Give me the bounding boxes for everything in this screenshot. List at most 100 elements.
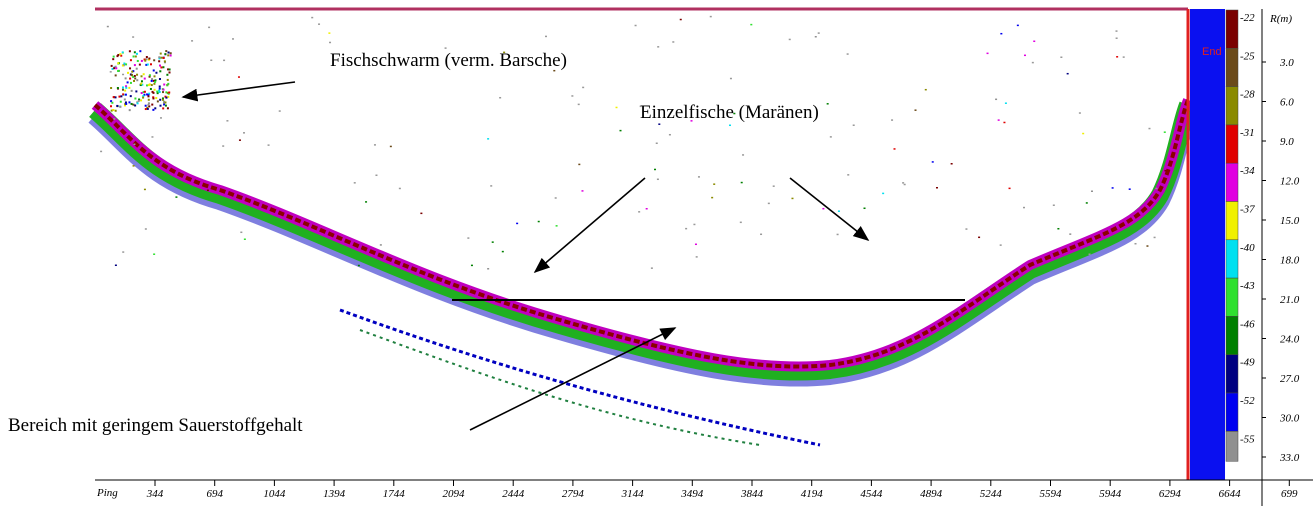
arrow xyxy=(789,177,870,241)
annotation: Fischschwarm (verm. Barsche) xyxy=(330,50,567,71)
echo-dot xyxy=(132,75,135,78)
depth-tick-label: 9.0 xyxy=(1280,136,1294,148)
echo-dot xyxy=(206,189,209,192)
x-tick-label: 5594 xyxy=(1040,488,1063,500)
echo-dot xyxy=(125,86,128,89)
echo-dot xyxy=(639,105,642,108)
echo-dot xyxy=(713,183,716,185)
echo-dot xyxy=(152,97,155,100)
echo-dot xyxy=(132,165,135,167)
color-scale-swatch xyxy=(1225,316,1239,355)
echo-dot xyxy=(693,223,696,226)
echo-dot xyxy=(444,47,447,49)
echo-dot xyxy=(243,132,246,134)
echo-dot xyxy=(164,53,167,56)
echo-dot xyxy=(891,119,894,121)
echo-dot xyxy=(150,84,153,87)
echo-dot xyxy=(555,225,558,227)
echo-dot xyxy=(110,100,113,103)
echo-dot xyxy=(814,35,817,38)
color-scale-swatch xyxy=(1225,48,1239,87)
echo-dot xyxy=(728,124,731,127)
echo-dot xyxy=(137,99,140,102)
echo-dot xyxy=(140,80,143,83)
echo-dot xyxy=(166,84,169,87)
echo-dot xyxy=(158,78,161,81)
echo-dot xyxy=(634,24,637,27)
depth-tick-label: 30.0 xyxy=(1279,413,1300,425)
color-scale-label: -55 xyxy=(1240,433,1255,445)
bottom-echo-strong xyxy=(93,99,1190,369)
echo-dot xyxy=(1066,72,1069,75)
echo-dot xyxy=(1146,245,1149,247)
echo-dot xyxy=(152,108,155,111)
echo-dot xyxy=(1033,40,1036,43)
echo-dot xyxy=(167,95,170,98)
echo-dot xyxy=(166,78,169,81)
x-tick-label: 344 xyxy=(146,488,164,500)
echo-dot xyxy=(134,97,137,100)
echo-dot xyxy=(140,92,143,95)
echo-dot xyxy=(645,207,648,210)
echo-dot xyxy=(151,136,154,138)
echo-dot xyxy=(1088,253,1091,255)
echo-dot xyxy=(161,97,164,100)
echo-dot xyxy=(167,92,170,95)
echo-dot xyxy=(167,82,170,85)
echo-dot xyxy=(168,71,171,74)
echo-dot xyxy=(553,69,556,72)
echo-dot xyxy=(1164,169,1167,172)
echo-dot xyxy=(167,51,170,54)
x-tick-label: 2094 xyxy=(443,488,466,500)
echo-dot xyxy=(113,67,116,70)
echo-dot xyxy=(1082,132,1085,135)
echo-dot xyxy=(168,91,171,94)
echo-dot xyxy=(739,221,742,224)
echo-dot xyxy=(164,104,167,107)
echo-dot xyxy=(742,154,745,156)
x-tick-label: 4544 xyxy=(860,488,883,500)
echo-dot xyxy=(112,108,115,111)
echo-dot xyxy=(111,101,114,104)
depth-tick-label: 24.0 xyxy=(1280,334,1300,346)
echo-dot xyxy=(1022,206,1025,209)
echo-dot xyxy=(125,102,128,105)
echo-dot xyxy=(153,59,156,62)
color-scale-swatch xyxy=(1225,9,1239,49)
echo-dot xyxy=(822,207,825,210)
echo-dot xyxy=(139,84,142,87)
echo-dot xyxy=(148,57,151,60)
echo-dot xyxy=(826,103,829,105)
echo-dot xyxy=(112,58,115,61)
echo-dot xyxy=(166,73,169,76)
depth-tick-label: 3.0 xyxy=(1279,57,1294,69)
echo-dot xyxy=(100,150,103,153)
echo-dot xyxy=(124,77,127,80)
echo-dot xyxy=(133,51,136,54)
echo-dot xyxy=(817,32,820,34)
echo-dot xyxy=(153,75,156,78)
echo-dot xyxy=(129,77,132,80)
echo-dot xyxy=(163,100,166,103)
echo-dot xyxy=(1000,32,1003,35)
echo-dot xyxy=(914,109,917,111)
echo-dot xyxy=(788,38,791,41)
echo-dot xyxy=(143,58,146,61)
x-tick-label: 2444 xyxy=(502,488,525,500)
echo-dot xyxy=(924,88,927,91)
end-band xyxy=(1190,9,1225,480)
echo-dot xyxy=(134,77,137,80)
echo-dot xyxy=(114,65,117,68)
echo-dot xyxy=(112,55,115,58)
echo-dot xyxy=(491,241,494,243)
echo-dot xyxy=(142,96,145,99)
echo-dot xyxy=(135,67,138,70)
echo-dot xyxy=(133,79,136,82)
echo-dot xyxy=(141,83,144,86)
echo-dot xyxy=(149,63,152,66)
echo-dot xyxy=(167,68,170,71)
echo-dot xyxy=(115,67,118,70)
echo-dot xyxy=(654,168,657,171)
color-scale-swatch xyxy=(1225,86,1239,126)
echo-dot xyxy=(148,92,151,95)
